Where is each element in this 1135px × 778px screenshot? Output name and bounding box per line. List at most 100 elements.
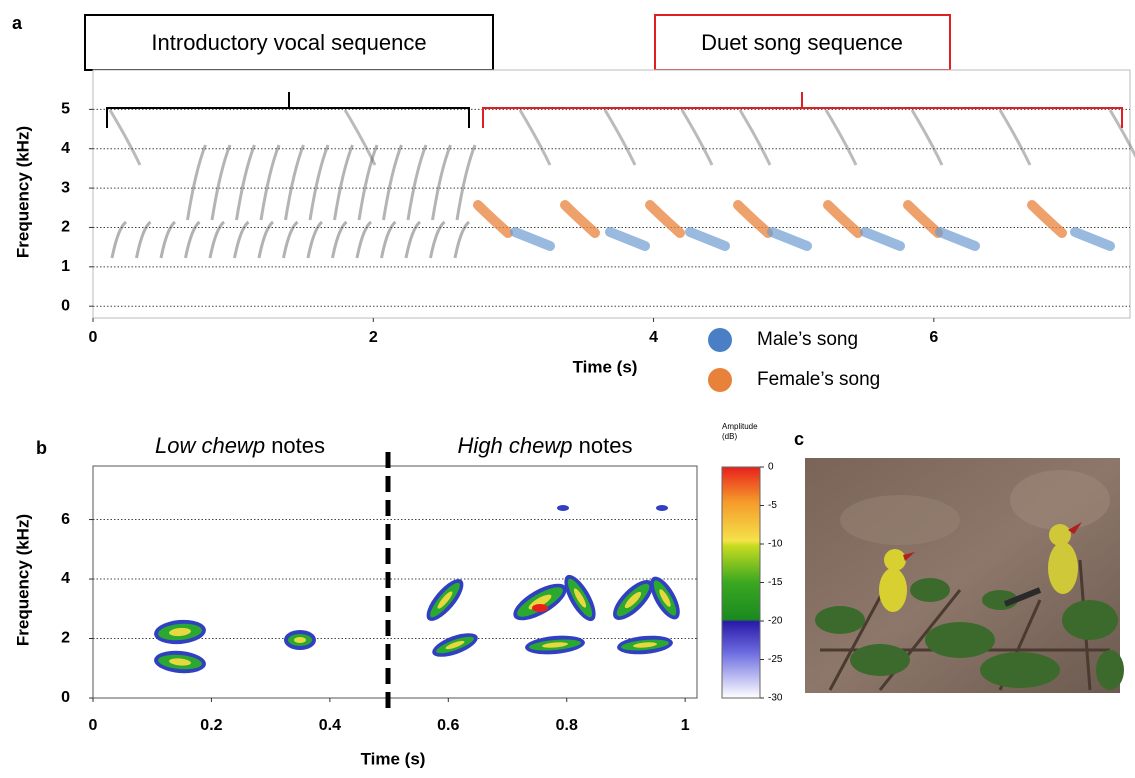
y-tick-label: 3 <box>61 179 70 196</box>
y-axis-label: Frequency (kHz) <box>13 514 32 646</box>
note <box>331 220 348 259</box>
note <box>357 144 379 221</box>
y-tick-label: 4 <box>61 570 70 587</box>
annotation: Duet song sequence <box>701 30 903 55</box>
note <box>429 220 446 259</box>
note <box>159 220 177 259</box>
y-tick-label: 5 <box>61 101 70 118</box>
panel-label: c <box>794 429 804 449</box>
male-note <box>935 227 980 251</box>
female-note <box>903 200 943 238</box>
colorbar <box>721 466 761 699</box>
y-tick-label: 4 <box>61 140 70 157</box>
note <box>382 144 403 221</box>
blob <box>169 627 191 637</box>
female-note <box>645 200 685 238</box>
x-tick-label: 0.6 <box>437 717 459 734</box>
note <box>235 144 256 221</box>
annotation: Low chewp notes <box>155 433 325 458</box>
x-tick-label: 0.8 <box>556 717 578 734</box>
annotation-italic: High chewp <box>458 433 573 458</box>
note <box>1108 109 1135 159</box>
colorbar-tick-label: -30 <box>768 693 783 704</box>
blob <box>532 604 548 612</box>
blob <box>437 591 453 609</box>
female-note <box>1027 200 1067 238</box>
x-tick-label: 1 <box>681 717 690 734</box>
y-tick-label: 0 <box>61 689 70 706</box>
note <box>404 220 422 259</box>
x-axis-label: Time (s) <box>361 749 426 768</box>
colorbar-tick-label: -5 <box>768 500 777 511</box>
panel-label: a <box>12 13 23 33</box>
female-note <box>733 200 773 238</box>
colorbar-tick-label: -15 <box>768 577 783 588</box>
female-note <box>823 200 863 238</box>
note <box>998 109 1032 166</box>
photo <box>805 458 1124 693</box>
x-tick-label: 0 <box>89 717 98 734</box>
note <box>453 220 471 259</box>
note <box>306 220 324 259</box>
plot-frame <box>92 69 1131 319</box>
annotation-italic: Low chewp <box>155 433 265 458</box>
annotation-box <box>654 14 951 71</box>
colorbar-tick-label: -10 <box>768 539 783 550</box>
note <box>308 144 330 221</box>
annotation: Introductory vocal sequence <box>151 30 426 55</box>
note <box>259 144 281 221</box>
blob <box>445 640 465 650</box>
note <box>184 220 201 259</box>
bracket <box>482 92 1123 128</box>
note <box>186 144 207 221</box>
note <box>738 109 772 166</box>
note <box>380 220 397 259</box>
blob <box>633 642 657 648</box>
note <box>110 220 128 259</box>
legend-label: Male’s song <box>757 329 858 350</box>
female-note <box>473 200 513 238</box>
colorbar-tick-label: 0 <box>768 462 774 473</box>
y-tick-label: 0 <box>61 297 70 314</box>
y-tick-label: 2 <box>61 219 70 236</box>
blob <box>656 505 668 511</box>
male-note <box>860 227 905 251</box>
male-note <box>605 227 650 251</box>
note <box>518 109 552 166</box>
note <box>680 109 714 166</box>
annotation-text: notes <box>271 433 325 458</box>
note <box>135 220 152 259</box>
note <box>284 144 305 221</box>
note <box>282 220 299 259</box>
male-note <box>767 227 812 251</box>
x-tick-label: 4 <box>649 329 658 346</box>
colorbar-tick-label: -25 <box>768 654 783 665</box>
note <box>257 220 275 259</box>
note <box>910 109 944 166</box>
note <box>603 109 637 166</box>
blob <box>573 588 587 608</box>
annotation-box <box>84 14 494 71</box>
x-tick-label: 0 <box>89 329 98 346</box>
colorbar-tick-label: -20 <box>768 616 783 627</box>
x-tick-label: 6 <box>929 329 938 346</box>
male-note <box>1070 227 1115 251</box>
x-tick-label: 2 <box>369 329 378 346</box>
blob <box>542 642 568 648</box>
note <box>355 220 373 259</box>
y-tick-label: 6 <box>61 511 70 528</box>
legend-swatch <box>708 328 732 352</box>
note <box>431 144 452 221</box>
note <box>233 220 250 259</box>
male-note <box>510 227 555 251</box>
spectrogram-b <box>154 452 680 715</box>
male-note <box>685 227 730 251</box>
legend-label: Female’s song <box>757 369 880 390</box>
annotation-text: notes <box>579 433 633 458</box>
annotation: High chewp notes <box>458 433 633 458</box>
x-tick-label: 0.4 <box>319 717 341 734</box>
x-axis-label: Time (s) <box>573 357 638 376</box>
note <box>824 109 858 166</box>
note <box>343 109 377 166</box>
